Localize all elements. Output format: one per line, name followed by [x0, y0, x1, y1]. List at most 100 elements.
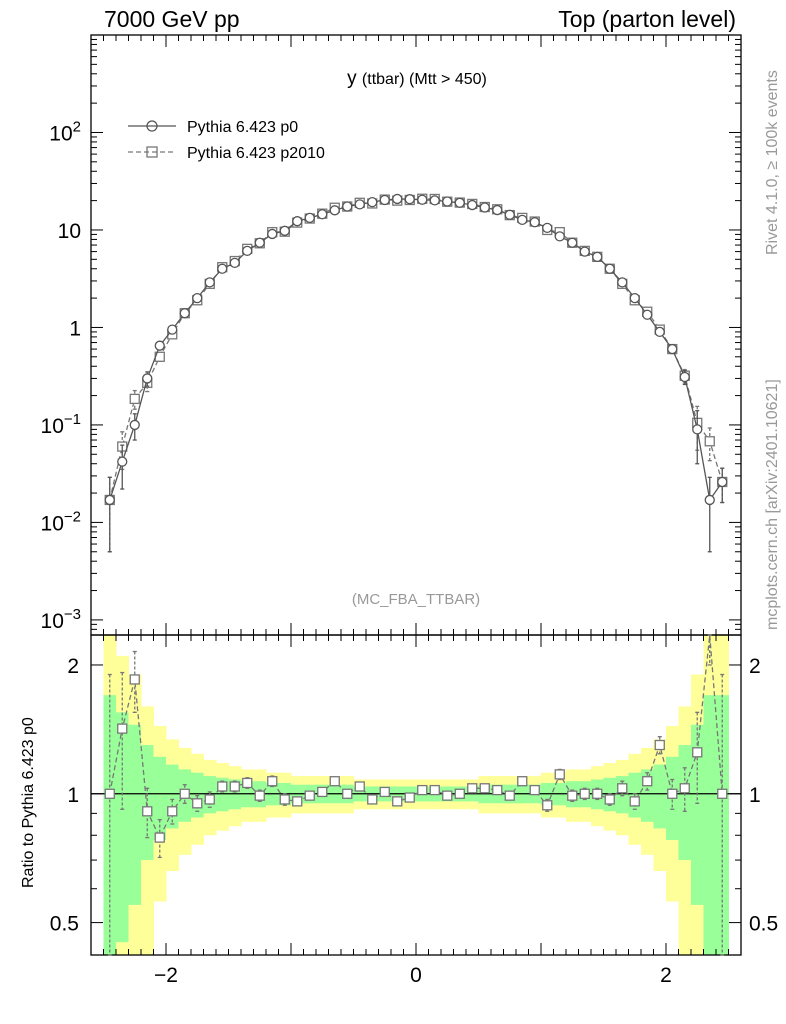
ratio-y-tick-label-right: 1 — [749, 784, 761, 807]
ratio-point — [292, 796, 303, 807]
p0-point — [329, 205, 340, 216]
ratio-point — [304, 790, 315, 801]
p0-point — [304, 212, 315, 224]
p0-point — [417, 194, 428, 205]
p0-point — [479, 202, 490, 213]
ratio-point — [504, 790, 515, 801]
ratio-band-inner — [116, 712, 129, 943]
p0-point — [704, 494, 715, 506]
p0-point — [554, 231, 565, 242]
ratio-point — [129, 674, 140, 685]
ratio-panel-series — [104, 634, 728, 956]
ratio-point — [354, 781, 365, 792]
p0-point — [404, 194, 415, 205]
legend-marker-circle — [146, 120, 158, 132]
p0-point — [429, 195, 440, 206]
ratio-point — [367, 794, 378, 805]
plot-title: y (ttbar) (Mtt > 450) — [347, 68, 487, 89]
ratio-point — [617, 783, 628, 794]
p0-line — [109, 198, 723, 502]
p0-point — [567, 237, 578, 248]
ratio-point — [592, 788, 603, 799]
ratio-band-inner — [678, 745, 692, 861]
p0-point — [629, 292, 640, 304]
ratio-point — [104, 788, 115, 799]
x-tick-label: −2 — [154, 964, 178, 987]
p0-point — [167, 324, 178, 335]
ratio-point — [192, 798, 203, 809]
legend-label: Pythia 6.423 p0 — [187, 119, 298, 136]
p0-point — [242, 245, 253, 257]
ratio-point — [454, 788, 465, 799]
ratio-point — [717, 788, 728, 799]
ratio-point — [229, 781, 240, 792]
main-y-tick-label: 1 — [69, 317, 81, 340]
p0-point — [679, 371, 690, 383]
p0-point — [379, 194, 390, 206]
ratio-point — [479, 783, 490, 794]
ratio-y-tick-label-left: 0.5 — [50, 913, 79, 936]
p0-point — [204, 277, 215, 288]
p0-point — [592, 251, 603, 262]
legend-marker-square — [146, 146, 158, 158]
ratio-point — [154, 832, 165, 843]
ratio-point — [567, 790, 578, 801]
ratio-point — [142, 806, 153, 817]
ratio-point — [492, 784, 503, 796]
p0-point — [667, 343, 678, 355]
main-y-tick-label: 10−3 — [41, 606, 81, 633]
chart-text-labels: 10−3 10−2 10−1 1 10 102 0.5 0.5 1 1 2 2 −2 0 2 y (ttbar… — [41, 68, 779, 987]
ratio-point — [629, 796, 640, 807]
p0-point — [104, 494, 115, 506]
ratio-band-inner — [691, 724, 704, 905]
ratio-point — [579, 788, 590, 799]
ratio-band-inner — [703, 695, 717, 955]
ratio-point — [679, 783, 690, 794]
main-y-tick-label: 102 — [49, 118, 81, 145]
p0-point — [367, 196, 378, 208]
ratio-point — [204, 794, 215, 805]
x-tick-label: 0 — [410, 964, 422, 987]
ratio-point — [417, 784, 428, 796]
p0-point — [542, 222, 553, 234]
p0-point — [504, 209, 515, 220]
p0-point — [279, 225, 290, 236]
ratio-y-tick-label-right: 0.5 — [749, 913, 778, 936]
ratio-point — [442, 790, 453, 801]
ratio-point — [279, 794, 290, 805]
p0-point — [454, 197, 465, 208]
p0-point — [142, 373, 153, 384]
main-y-tick-label: 10 — [58, 220, 81, 243]
chart-legend: Pythia 6.423 p0 Pythia 6.423 p2010 — [128, 119, 325, 162]
p0-point — [654, 326, 665, 338]
p0-point — [529, 217, 540, 228]
ratio-point — [392, 796, 403, 807]
p0-point — [717, 476, 728, 488]
p0-point — [492, 204, 503, 216]
ratio-point — [642, 776, 653, 787]
ratio-band-inner — [153, 756, 167, 840]
p0-point — [342, 201, 353, 212]
collision-energy-label: 7000 GeV pp — [104, 6, 240, 32]
ratio-y-tick-label-right: 2 — [749, 655, 761, 678]
ratio-point — [654, 739, 665, 751]
ratio-point — [117, 723, 128, 734]
main-panel-series — [104, 193, 728, 553]
p0-point — [267, 228, 278, 240]
ratio-point — [467, 783, 478, 794]
p0-point — [617, 277, 628, 288]
analysis-name-label: (MC_FBA_TTBAR) — [352, 591, 480, 608]
p0-point — [192, 292, 203, 304]
ratio-point — [517, 776, 528, 787]
ratio-point — [667, 788, 678, 799]
p0-point — [254, 237, 265, 248]
p0-point — [442, 196, 453, 207]
p0-point — [579, 246, 590, 257]
ratio-point — [554, 769, 565, 780]
p0-point — [217, 263, 228, 274]
legend-label: Pythia 6.423 p2010 — [187, 145, 325, 162]
ratio-point — [167, 806, 178, 817]
ratio-point — [692, 747, 703, 758]
